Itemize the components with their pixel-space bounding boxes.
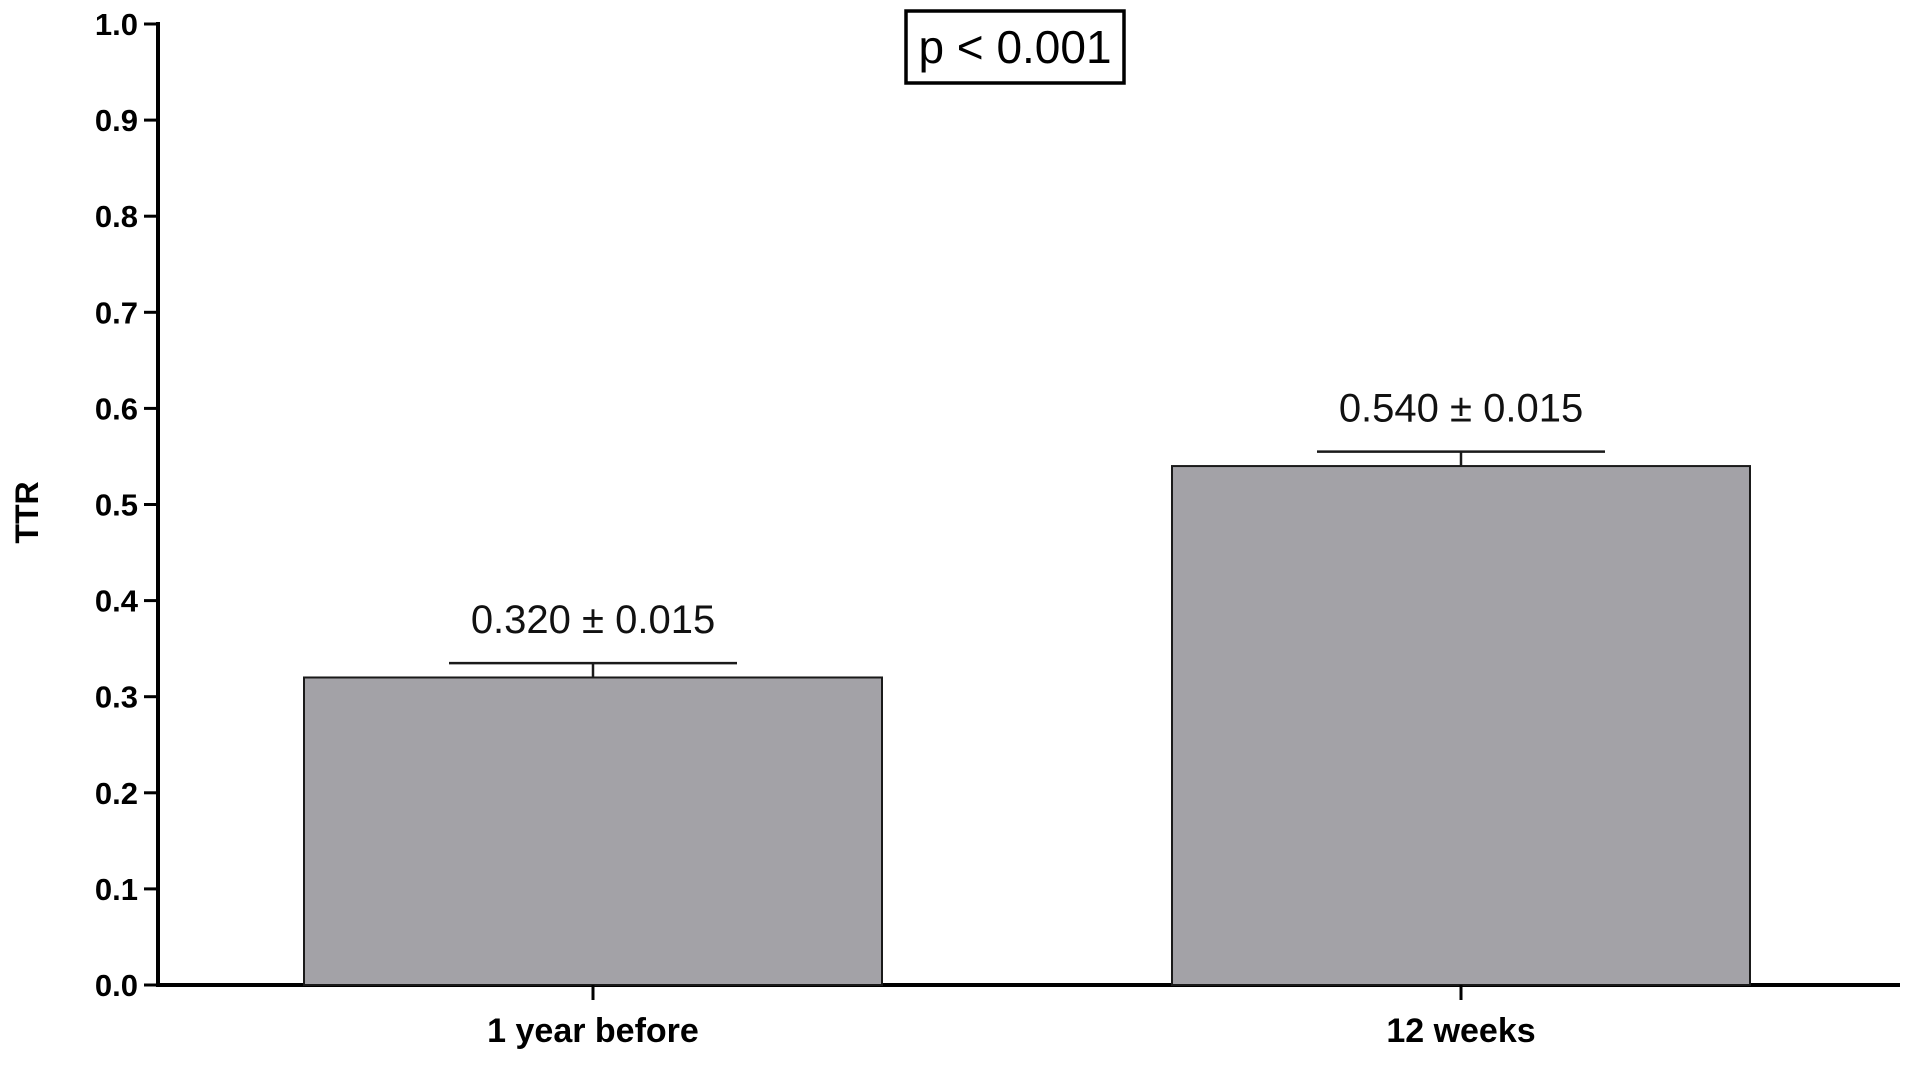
y-tick-label: 1.0 [95,7,138,42]
y-tick-label: 0.5 [95,488,138,523]
y-tick-label: 0.8 [95,199,138,234]
x-tick-label: 1 year before [487,1012,699,1050]
data-label: 0.320 ± 0.015 [471,598,715,642]
y-tick-label: 0.4 [95,584,139,619]
x-tick-label: 12 weeks [1386,1012,1535,1050]
p-value-annotation: p < 0.001 [904,9,1126,85]
x-ticks: 1 year before 12 weeks [487,985,1536,1050]
bars [303,465,1751,986]
bar [1171,465,1751,986]
y-tick-label: 0.0 [95,968,138,1003]
y-axis-title: TTR [9,481,45,543]
y-tick-label: 0.9 [95,103,138,138]
data-labels: 0.320 ± 0.015 0.540 ± 0.015 [471,387,1583,642]
y-tick-label: 0.7 [95,295,138,330]
y-tick-label: 0.1 [95,872,138,907]
y-tick-label: 0.6 [95,391,138,426]
error-bars [449,450,1605,678]
bar [303,676,883,986]
p-value-text: p < 0.001 [918,21,1111,73]
p-value-box [904,9,1126,85]
y-tick-label: 0.2 [95,776,138,811]
data-label: 0.540 ± 0.015 [1339,387,1583,431]
y-tick-label: 0.3 [95,680,138,715]
y-ticks: 0.0 0.1 0.2 0.3 0.4 0.5 0.6 0.7 0.8 0.9 1.0 [95,7,158,1003]
